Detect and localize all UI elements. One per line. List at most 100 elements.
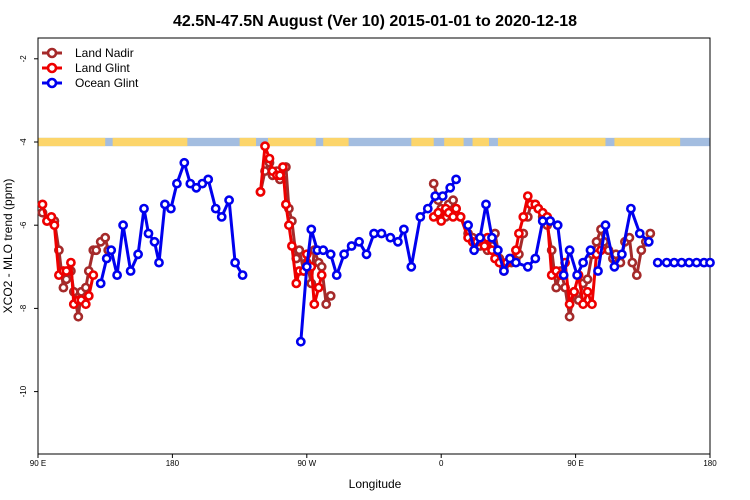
data-point (325, 249, 336, 260)
data-point (369, 228, 379, 239)
legend-marker (46, 62, 58, 74)
data-point (634, 228, 645, 239)
data-point (91, 245, 102, 256)
data-point (179, 157, 190, 168)
data-point (318, 245, 329, 256)
data-point (280, 199, 291, 210)
data-point (112, 270, 122, 280)
legend-marker (46, 47, 58, 59)
data-point (572, 270, 582, 280)
y-tick-label: -6 (19, 221, 28, 229)
data-point (451, 174, 461, 185)
data-point (626, 203, 636, 214)
data-point (80, 299, 91, 310)
data-point (436, 216, 447, 226)
data-point (448, 195, 458, 206)
data-point (118, 220, 128, 231)
x-tick-label: 90 W (297, 459, 316, 468)
data-point (445, 182, 456, 193)
series-layer (37, 141, 715, 347)
data-point (551, 282, 562, 293)
data-point (325, 290, 336, 301)
data-point (676, 257, 687, 268)
data-point (376, 228, 387, 239)
land-band-segment (239, 137, 257, 147)
land-band-segment (38, 137, 106, 147)
series-land-nadir (37, 157, 656, 322)
data-point (600, 220, 611, 231)
data-point (564, 245, 575, 256)
data-point (463, 220, 473, 231)
data-point (83, 290, 94, 301)
x-axis: 90 E 180 90 W 0 90 E 180 (30, 454, 717, 468)
data-point (582, 286, 593, 297)
data-point (627, 257, 638, 268)
data-point (316, 270, 327, 280)
data-point (216, 211, 227, 222)
data-point (469, 245, 479, 256)
data-point (451, 203, 461, 214)
data-point (106, 245, 117, 256)
legend-item: Land Glint (42, 61, 130, 75)
data-point (264, 153, 275, 164)
data-point (578, 299, 588, 310)
data-point (346, 241, 357, 251)
legend-item: Ocean Glint (42, 76, 139, 90)
land-band-segment (472, 137, 489, 147)
data-point (492, 245, 503, 256)
data-point (100, 232, 111, 243)
data-point (295, 336, 306, 347)
data-point (511, 245, 521, 256)
data-point (46, 211, 57, 222)
data-point (49, 220, 60, 231)
x-tick-label: 180 (166, 459, 180, 468)
y-tick-label: -8 (19, 304, 28, 312)
data-point (294, 245, 305, 256)
data-point (422, 203, 433, 214)
data-point (498, 266, 509, 276)
x-tick-label: 180 (703, 459, 717, 468)
data-point (392, 236, 403, 247)
data-point (652, 257, 663, 268)
data-point (591, 236, 602, 247)
data-point (61, 266, 72, 276)
data-point (331, 270, 342, 280)
data-point (58, 282, 69, 293)
data-point (88, 270, 99, 280)
land-band-segment (323, 137, 349, 147)
data-point (237, 270, 248, 280)
data-point (260, 141, 270, 152)
data-point (398, 224, 409, 235)
data-point (277, 162, 288, 172)
data-point (224, 195, 234, 206)
data-point (433, 207, 444, 218)
y-tick-label: -4 (19, 138, 28, 146)
data-point (522, 261, 533, 272)
y-axis: -10 -8 -6 -4 -2 (19, 55, 38, 397)
data-point (564, 299, 575, 310)
data-point (537, 216, 548, 226)
data-point (283, 220, 294, 231)
land-band-segment (444, 137, 464, 147)
data-point (631, 270, 642, 280)
data-point (230, 257, 240, 268)
land-band-segment (267, 137, 316, 147)
land-band-segment (497, 137, 606, 147)
data-point (684, 257, 694, 268)
data-point (339, 249, 349, 260)
data-point (430, 191, 441, 201)
data-point (585, 245, 596, 256)
x-axis-title: Longitude (349, 477, 402, 491)
data-point (511, 257, 521, 268)
data-point (530, 253, 541, 264)
data-point (475, 232, 485, 243)
data-point (95, 278, 106, 289)
data-point (139, 203, 149, 214)
data-point (66, 257, 76, 268)
chart-title: 42.5N-47.5N August (Ver 10) 2015-01-01 t… (173, 13, 577, 30)
y-tick-label: -10 (19, 385, 28, 397)
data-point (487, 232, 497, 243)
x-tick-label: 90 E (30, 459, 46, 468)
data-point (125, 266, 136, 276)
